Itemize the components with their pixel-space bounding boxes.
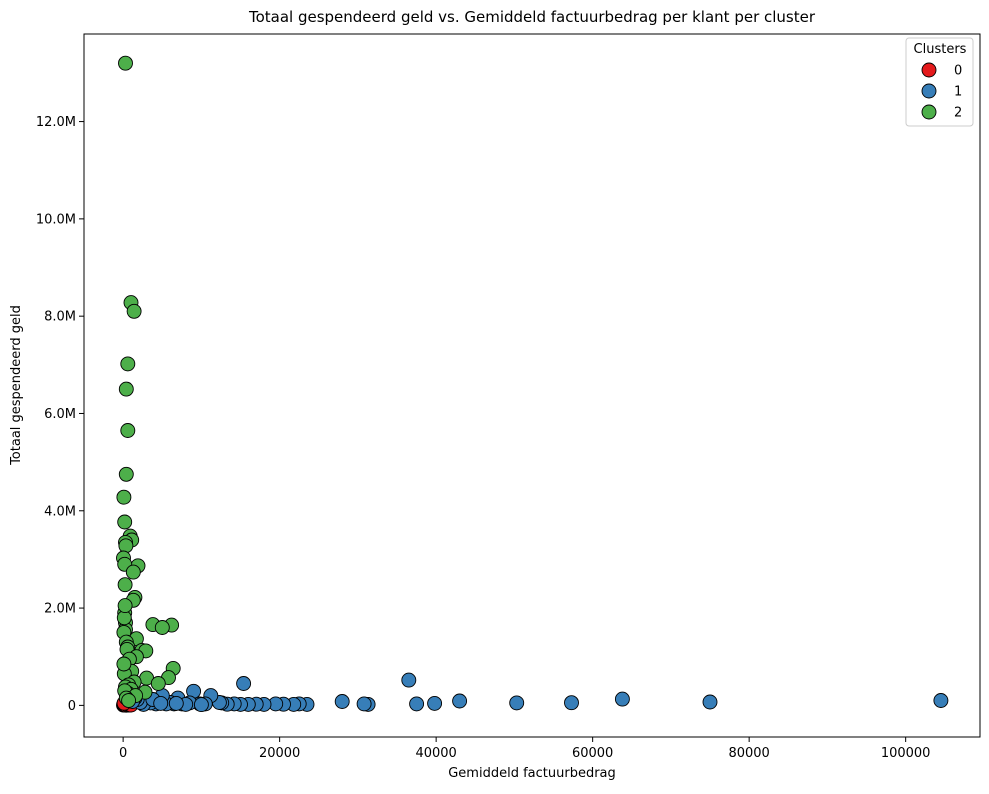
y-tick-label: 6.0M — [44, 407, 76, 422]
y-tick-label: 4.0M — [44, 504, 76, 519]
point-cluster-2 — [118, 538, 134, 554]
point-cluster-2 — [150, 676, 166, 691]
legend-items: 0 1 2 — [921, 62, 962, 121]
point-cluster-1 — [933, 693, 949, 708]
point-cluster-2 — [126, 303, 142, 319]
x-tick-label: 20000 — [259, 746, 300, 761]
point-cluster-1 — [356, 696, 372, 712]
point-cluster-1 — [452, 693, 468, 709]
point-cluster-2 — [116, 656, 132, 672]
point-cluster-2 — [116, 489, 132, 505]
legend-marker-0 — [921, 62, 937, 78]
chart-title: Totaal gespendeerd geld vs. Gemiddeld fa… — [248, 8, 816, 26]
point-cluster-2 — [120, 356, 136, 372]
point-cluster-2 — [125, 564, 141, 580]
legend: Clusters 0 1 2 — [905, 37, 974, 127]
y-tick-label: 0 — [68, 699, 76, 714]
legend-title: Clusters — [914, 42, 967, 57]
x-axis-ticks: 0 20000 40000 60000 80000 100000 — [119, 737, 930, 761]
point-cluster-1 — [236, 676, 252, 691]
x-axis-title: Gemiddeld factuurbedrag — [448, 766, 616, 781]
legend-label: 0 — [954, 64, 962, 79]
y-axis-title: Totaal gespendeerd geld — [9, 305, 24, 466]
legend-marker-1 — [921, 83, 937, 99]
point-cluster-1 — [409, 696, 425, 712]
point-cluster-1 — [153, 695, 169, 711]
point-cluster-1 — [334, 694, 350, 709]
point-cluster-2 — [117, 577, 133, 593]
plot-frame — [83, 33, 981, 738]
x-tick-label: 100000 — [881, 746, 931, 761]
legend-label: 1 — [954, 85, 962, 100]
point-cluster-1 — [564, 695, 579, 711]
point-cluster-2 — [118, 55, 133, 71]
point-cluster-2 — [118, 381, 134, 397]
point-cluster-1 — [509, 695, 525, 711]
x-tick-label: 0 — [119, 746, 127, 761]
point-cluster-1 — [401, 672, 417, 688]
legend-label: 2 — [954, 106, 962, 121]
point-cluster-2 — [120, 423, 136, 438]
point-cluster-2 — [117, 598, 133, 614]
point-cluster-2 — [121, 693, 137, 708]
point-cluster-1 — [427, 695, 443, 711]
points-layer — [116, 55, 949, 713]
legend-box — [905, 37, 974, 127]
x-tick-label: 80000 — [728, 746, 769, 761]
x-tick-label: 40000 — [415, 746, 456, 761]
y-axis-ticks: 0 2.0M 4.0M 6.0M 8.0M 10.0M 12.0M — [36, 115, 84, 714]
legend-marker-2 — [921, 104, 937, 120]
point-cluster-1 — [702, 694, 718, 710]
point-cluster-2 — [117, 514, 133, 530]
point-cluster-1 — [193, 697, 209, 713]
y-tick-label: 10.0M — [36, 212, 76, 227]
point-cluster-2 — [154, 620, 170, 635]
point-cluster-1 — [168, 695, 184, 711]
x-tick-label: 60000 — [572, 746, 613, 761]
point-cluster-2 — [118, 466, 134, 482]
y-tick-label: 2.0M — [44, 602, 76, 617]
y-tick-label: 8.0M — [44, 310, 76, 325]
y-tick-label: 12.0M — [36, 115, 76, 130]
point-cluster-1 — [614, 691, 630, 707]
